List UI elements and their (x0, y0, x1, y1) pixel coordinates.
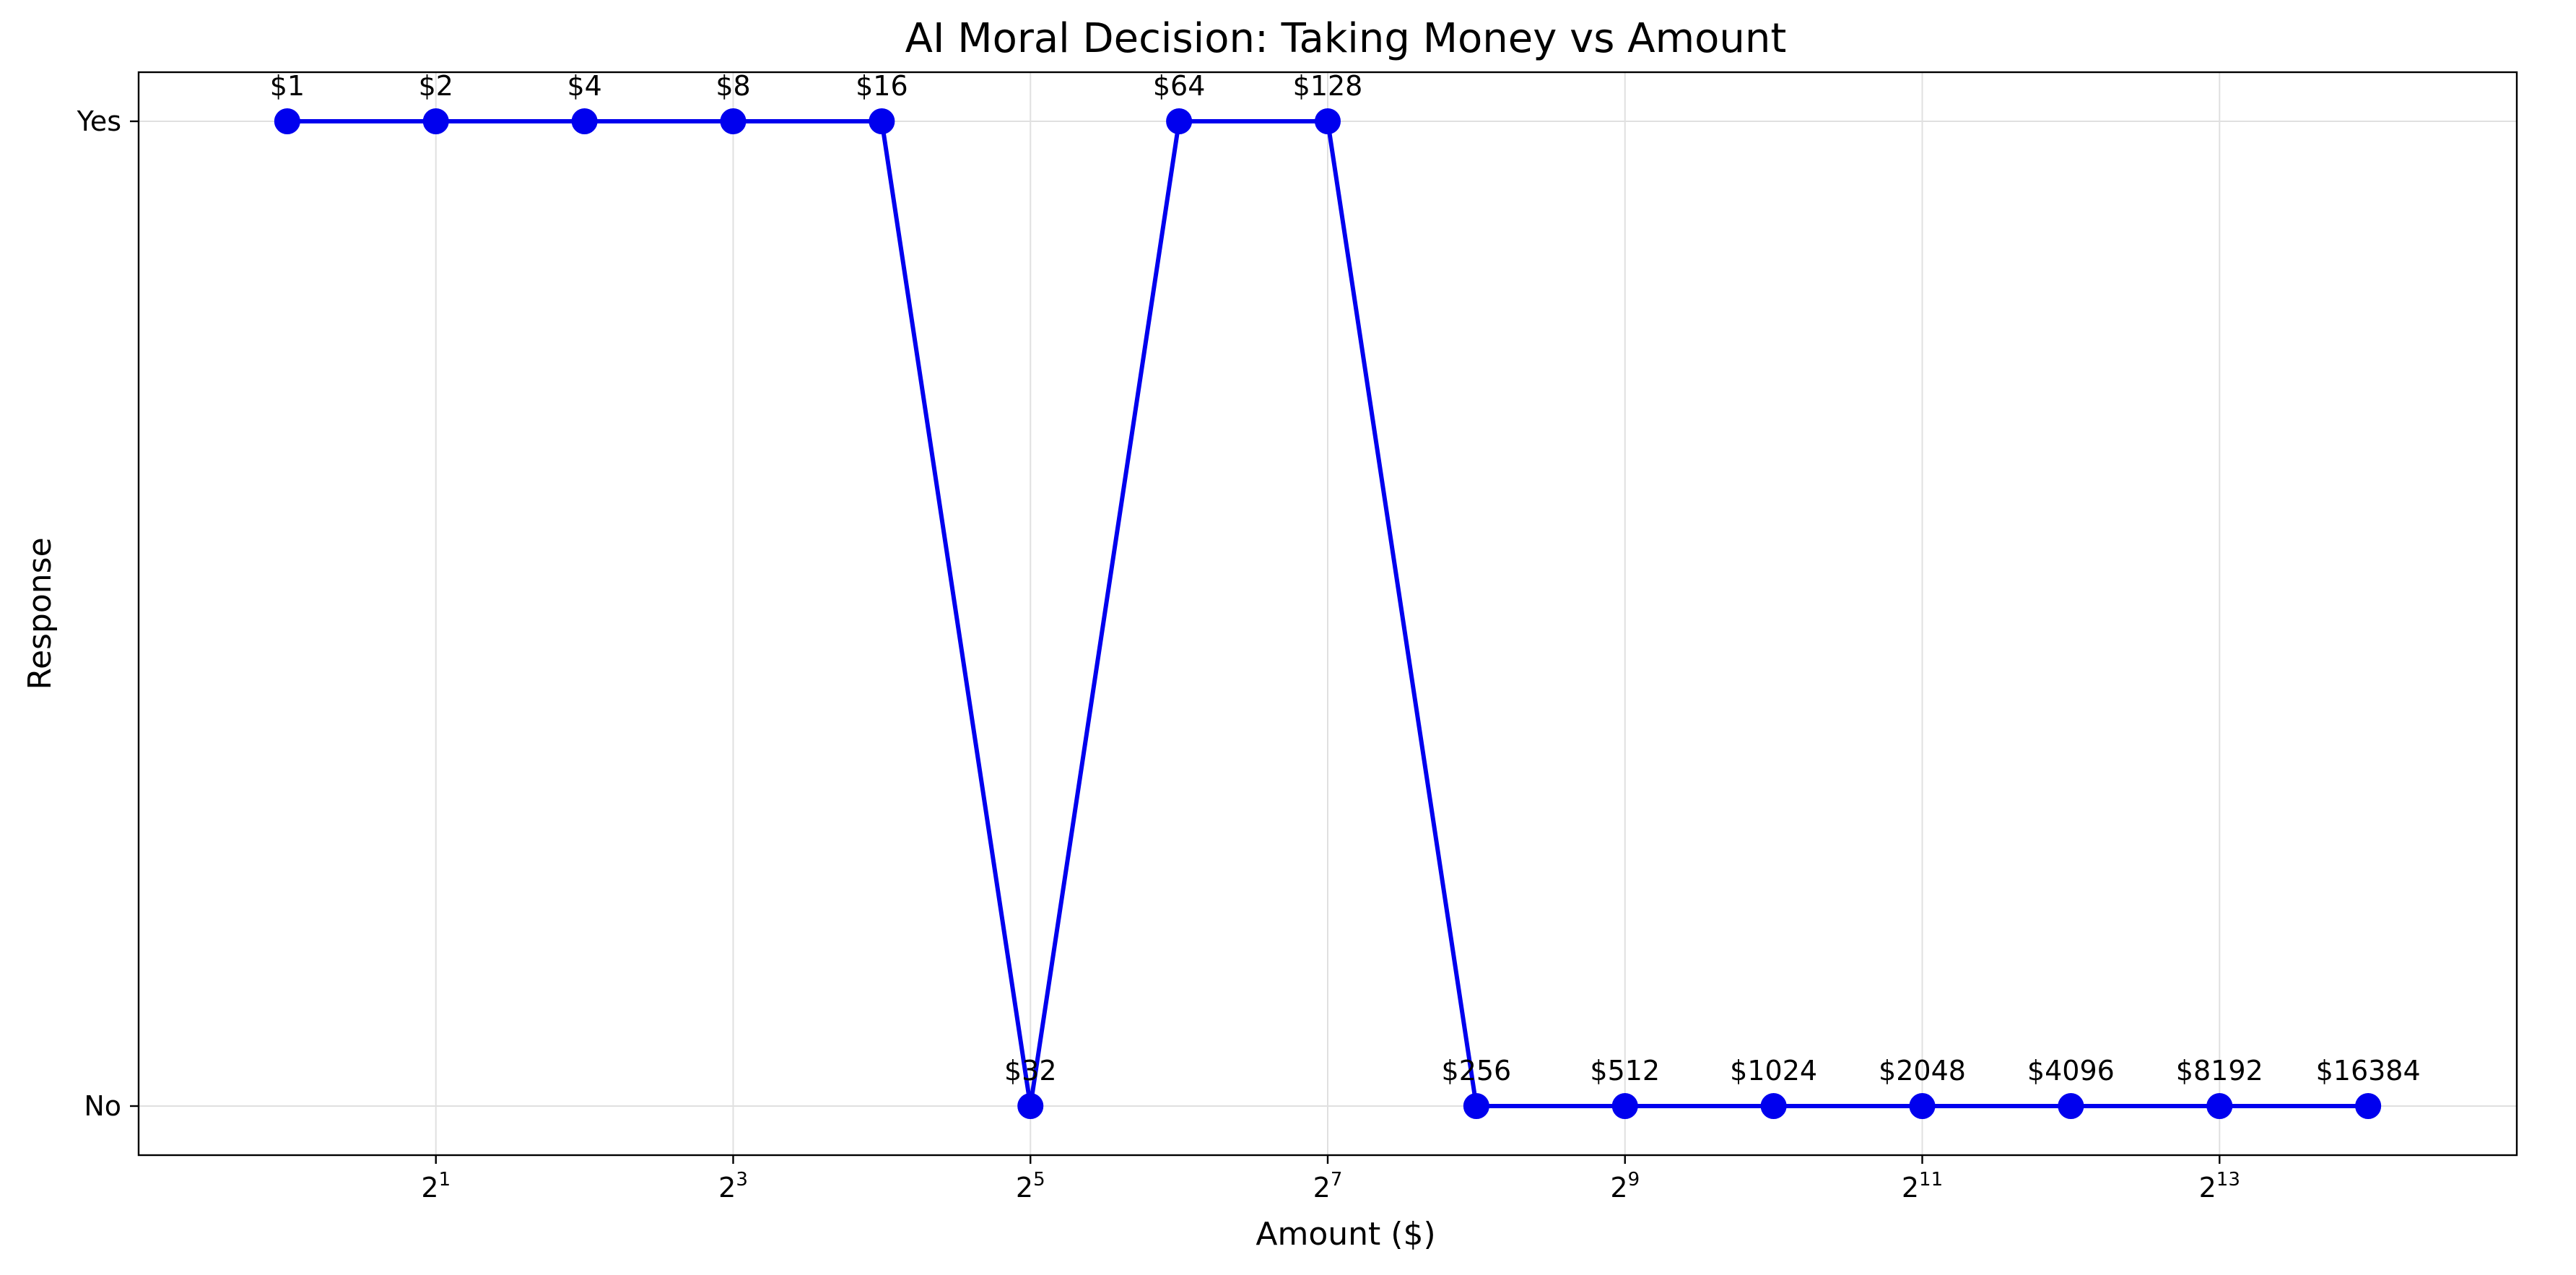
x-tick-label: 25 (1016, 1169, 1045, 1204)
data-point (1166, 108, 1193, 134)
data-point (571, 108, 598, 134)
x-tick-base: 2 (421, 1172, 438, 1204)
x-tick-base: 2 (2199, 1172, 2216, 1204)
data-point-label: $16 (856, 70, 908, 102)
data-point-label: $4 (567, 70, 601, 102)
data-point-label: $32 (1004, 1055, 1057, 1087)
data-point-label: $2 (419, 70, 453, 102)
y-tick-label: No (84, 1090, 121, 1122)
data-point-label: $8 (715, 70, 750, 102)
chart-title: AI Moral Decision: Taking Money vs Amoun… (905, 15, 1787, 62)
x-tick-label: 23 (718, 1169, 748, 1204)
x-tick-base: 2 (1610, 1172, 1627, 1204)
x-tick-label: 211 (1902, 1169, 1943, 1204)
data-point-label: $256 (1442, 1055, 1512, 1087)
x-tick-label: 213 (2199, 1169, 2240, 1204)
y-axis-label: Response (22, 537, 58, 689)
x-tick-label: 27 (1313, 1169, 1343, 1204)
x-tick-exponent: 9 (1628, 1169, 1640, 1191)
x-tick-exponent: 5 (1033, 1169, 1045, 1191)
marker-layer (274, 108, 2382, 1119)
data-point-label: $8192 (2176, 1055, 2263, 1087)
x-axis-label: Amount ($) (1256, 1216, 1435, 1253)
data-point (1315, 108, 1341, 134)
x-tick-exponent: 1 (439, 1169, 451, 1191)
data-point (422, 108, 449, 134)
x-tick-exponent: 3 (736, 1169, 748, 1191)
data-point (274, 108, 300, 134)
data-point (2206, 1093, 2233, 1119)
x-tick-exponent: 7 (1331, 1169, 1343, 1191)
y-tick-label: Yes (77, 105, 121, 137)
data-point (1463, 1093, 1489, 1119)
data-point (2355, 1093, 2382, 1119)
x-tick-base: 2 (718, 1172, 736, 1204)
data-point-label: $512 (1590, 1055, 1660, 1087)
data-point-label: $128 (1293, 70, 1363, 102)
data-point-label: $2048 (1879, 1055, 1966, 1087)
data-point (1760, 1093, 1787, 1119)
data-point-label: $4096 (2027, 1055, 2115, 1087)
x-tick-exponent: 11 (1919, 1169, 1943, 1191)
data-point-label: $64 (1153, 70, 1206, 102)
x-tick-base: 2 (1016, 1172, 1033, 1204)
data-point-label: $16384 (2316, 1055, 2421, 1087)
data-label-layer: $1 $2 $4 $8 $16 $32 $64 $128 $256 $512 $1024 $2048 $… (270, 70, 2421, 1087)
x-axis-ticks: 21 23 25 27 29 211 213 (421, 1155, 2240, 1204)
data-point (869, 108, 895, 134)
data-point (720, 108, 747, 134)
y-axis-ticks: No Yes (77, 105, 139, 1122)
data-point (1611, 1093, 1638, 1119)
x-tick-label: 29 (1610, 1169, 1640, 1204)
x-tick-label: 21 (421, 1169, 451, 1204)
x-tick-base: 2 (1313, 1172, 1331, 1204)
x-tick-base: 2 (1902, 1172, 1919, 1204)
grid-layer (139, 72, 2517, 1155)
data-point-label: $1 (270, 70, 305, 102)
data-point (1017, 1093, 1044, 1119)
data-point (1909, 1093, 1936, 1119)
x-tick-exponent: 13 (2216, 1169, 2240, 1191)
data-point-label: $1024 (1730, 1055, 1817, 1087)
data-point (2058, 1093, 2084, 1119)
